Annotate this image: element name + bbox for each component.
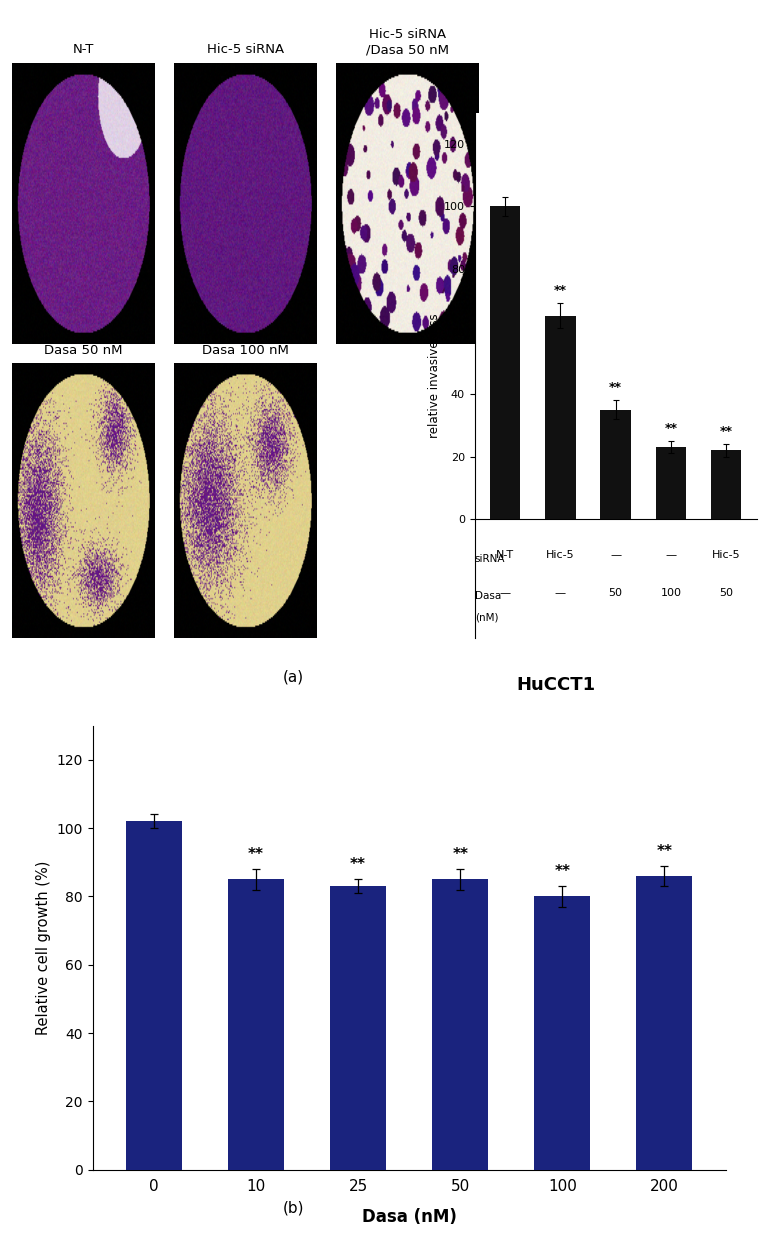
Text: (b): (b) <box>283 1201 304 1216</box>
Y-axis label: Relative cell growth (%): Relative cell growth (%) <box>36 861 51 1035</box>
Text: **: ** <box>554 864 571 879</box>
Text: Hic-5: Hic-5 <box>712 550 740 560</box>
Text: (a): (a) <box>283 669 304 684</box>
Text: siRNA: siRNA <box>475 554 506 563</box>
X-axis label: Dasa (nM): Dasa (nM) <box>362 1208 456 1226</box>
Bar <box>636 876 692 1170</box>
Bar <box>228 879 284 1170</box>
Text: 100: 100 <box>660 588 682 598</box>
Text: **: ** <box>656 844 672 858</box>
Text: **: ** <box>554 284 567 298</box>
Text: N-T: N-T <box>73 44 93 56</box>
Bar <box>545 317 576 519</box>
Text: —: — <box>665 550 676 560</box>
Text: 50: 50 <box>608 588 623 598</box>
Bar <box>655 448 686 519</box>
Text: **: ** <box>452 847 468 862</box>
Text: **: ** <box>609 382 622 394</box>
Bar <box>534 897 591 1170</box>
Text: HuCCT1: HuCCT1 <box>516 677 595 694</box>
Text: 50: 50 <box>720 588 733 598</box>
Text: **: ** <box>248 847 264 862</box>
Bar <box>711 450 741 519</box>
Text: **: ** <box>350 857 366 872</box>
Text: Dasa 100 nM: Dasa 100 nM <box>201 344 289 357</box>
Y-axis label: relative invasiveness: relative invasiveness <box>428 313 441 438</box>
Text: (nM): (nM) <box>475 613 498 623</box>
Text: Dasa: Dasa <box>475 592 501 600</box>
Bar <box>432 879 489 1170</box>
Text: —: — <box>499 588 511 598</box>
Text: **: ** <box>665 422 677 435</box>
Text: Hic-5 siRNA: Hic-5 siRNA <box>207 44 283 56</box>
Text: Dasa 50 nM: Dasa 50 nM <box>44 344 122 357</box>
Text: Hic-5: Hic-5 <box>546 550 574 560</box>
Bar <box>126 821 182 1170</box>
Bar <box>490 206 520 519</box>
Text: N-T: N-T <box>496 550 514 560</box>
Text: **: ** <box>720 425 733 438</box>
Bar <box>601 410 631 519</box>
Text: —: — <box>555 588 566 598</box>
Text: —: — <box>610 550 621 560</box>
Text: Hic-5 siRNA
/Dasa 50 nM: Hic-5 siRNA /Dasa 50 nM <box>366 29 449 56</box>
Bar <box>330 886 386 1170</box>
